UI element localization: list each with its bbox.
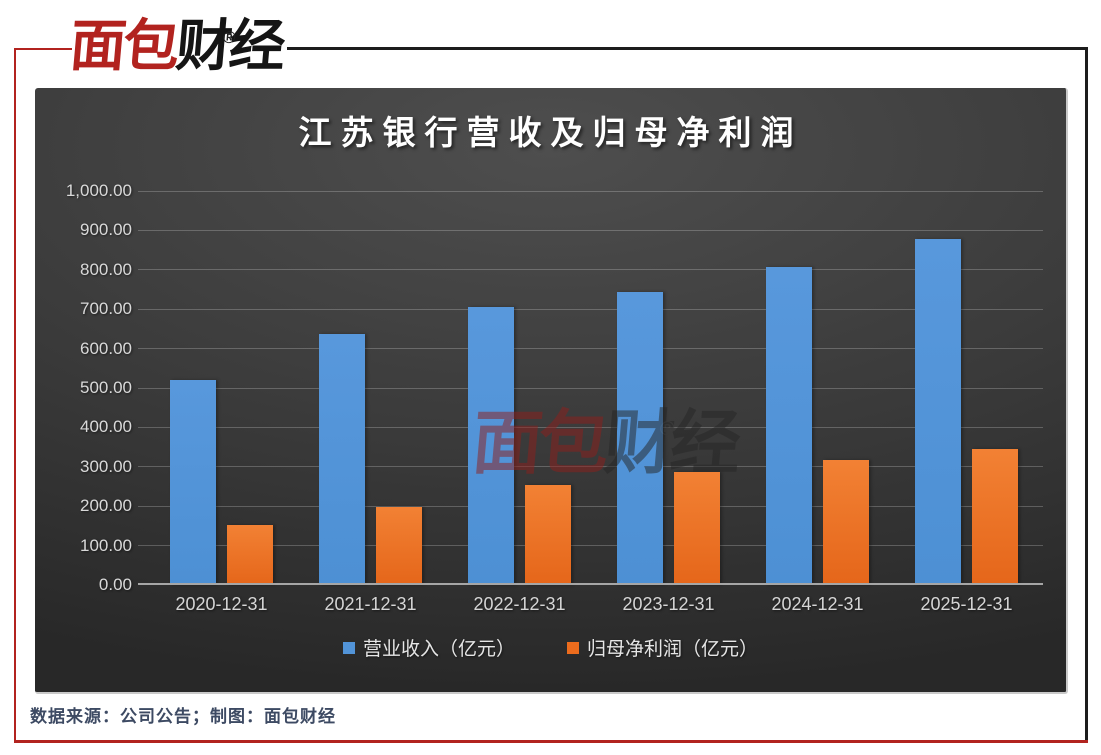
- source-note: 数据来源：公司公告；制图：面包财经: [30, 707, 336, 726]
- revenue-bar-2025-12-31: [915, 239, 961, 585]
- y-tick-label: 900.00: [80, 220, 132, 240]
- y-tick-label: 1,000.00: [65, 181, 132, 200]
- gridline: [138, 466, 1043, 468]
- x-tick-label: 2020-12-31: [175, 594, 268, 614]
- gridline: [138, 308, 1043, 310]
- revenue-bar-2022-12-31: [468, 306, 514, 585]
- y-tick-label: 100.00: [80, 535, 132, 555]
- revenue-bar-2020-12-31: [170, 380, 216, 585]
- frame-border-top-red: [14, 48, 72, 50]
- gridline: [138, 545, 1043, 547]
- gridline: [138, 387, 1043, 389]
- legend-label: 归母净利润（亿元）: [587, 639, 759, 660]
- y-tick-label: 700.00: [80, 299, 132, 319]
- gridline: [138, 426, 1043, 428]
- bar-group-2020-12-31: 2020-12-31: [147, 191, 296, 614]
- legend-label: 营业收入（亿元）: [362, 639, 515, 660]
- y-tick-label: 200.00: [80, 496, 132, 516]
- y-tick-label: 600.00: [80, 338, 132, 358]
- net-profit-bar-2021-12-31: [376, 507, 422, 585]
- legend: 营业收入（亿元） 归母净利润（亿元）: [35, 634, 1066, 661]
- y-tick-label: 300.00: [80, 456, 132, 476]
- gridline: [138, 348, 1043, 350]
- revenue-bar-2023-12-31: [617, 292, 663, 585]
- revenue-bar-2021-12-31: [319, 333, 365, 585]
- plot-area: ® 面包财经 2020-12-31 2021-12-31 2022-12-31 202…: [138, 190, 1043, 614]
- chart-panel: 江苏银行营收及归母净利润 0.00 100.00 200.00 300.00 400.0…: [35, 88, 1068, 694]
- x-axis-line: [138, 583, 1043, 585]
- net-profit-bar-2022-12-31: [525, 484, 571, 585]
- x-tick-label: 2025-12-31: [920, 594, 1013, 614]
- y-tick-label: 500.00: [80, 378, 132, 397]
- x-tick-label: 2023-12-31: [622, 594, 715, 614]
- frame-border-bottom: [14, 740, 1088, 743]
- x-tick-label: 2022-12-31: [473, 594, 566, 614]
- net-profit-bar-2025-12-31: [972, 449, 1018, 585]
- brand-logo: 面包财经 ®: [67, 14, 286, 82]
- legend-item-net-profit: 归母净利润（亿元）: [567, 634, 758, 661]
- frame-border-top-black: [287, 47, 1088, 50]
- bar-group-2021-12-31: 2021-12-31: [296, 191, 445, 614]
- net-profit-bar-2024-12-31: [823, 459, 869, 585]
- bar-group-2023-12-31: 2023-12-31: [594, 191, 743, 614]
- legend-item-revenue: 营业收入（亿元）: [342, 634, 515, 661]
- revenue-bar-2024-12-31: [766, 266, 812, 585]
- y-tick-label: 0.00: [98, 575, 132, 594]
- gridline: [138, 505, 1043, 507]
- net-profit-bar-2020-12-31: [227, 525, 273, 585]
- y-tick-label: 400.00: [80, 417, 132, 437]
- bar-group-2024-12-31: 2024-12-31: [743, 191, 892, 614]
- legend-swatch-icon: [342, 641, 355, 654]
- frame-border-right: [1085, 47, 1088, 741]
- y-tick-label: 800.00: [80, 259, 132, 279]
- x-tick-label: 2021-12-31: [324, 594, 417, 614]
- bar-group-2025-12-31: 2025-12-31: [892, 191, 1041, 614]
- y-axis: 0.00 100.00 200.00 300.00 400.00 500.00 600.00…: [35, 88, 132, 692]
- brand-logo-red-text: 面包: [67, 14, 180, 77]
- bar-group-2022-12-31: 2022-12-31: [445, 191, 594, 614]
- gridline: [138, 269, 1043, 271]
- chart-title: 江苏银行营收及归母净利润: [298, 114, 803, 151]
- x-tick-label: 2024-12-31: [771, 594, 864, 614]
- frame-border-left: [14, 48, 16, 743]
- net-profit-bar-2023-12-31: [674, 471, 720, 585]
- gridline: [138, 190, 1043, 192]
- legend-swatch-icon: [567, 641, 579, 654]
- gridline: [138, 229, 1043, 231]
